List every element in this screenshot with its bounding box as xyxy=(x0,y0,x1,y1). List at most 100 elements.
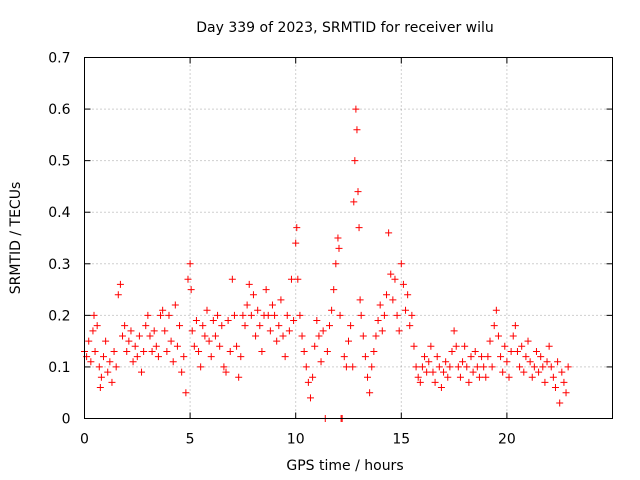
data-point xyxy=(184,275,192,283)
data-point xyxy=(395,327,403,335)
data-point xyxy=(161,327,169,335)
data-point xyxy=(537,353,545,361)
data-point xyxy=(119,332,127,340)
data-point xyxy=(562,389,570,397)
data-point xyxy=(408,311,416,319)
data-point xyxy=(91,347,99,355)
data-point xyxy=(402,306,410,314)
data-point xyxy=(372,332,380,340)
data-point xyxy=(412,363,420,371)
data-point xyxy=(564,363,572,371)
data-point xyxy=(211,332,219,340)
y-tick-label: 0.7 xyxy=(48,51,70,67)
data-point xyxy=(452,342,460,350)
data-point xyxy=(330,286,338,294)
data-point xyxy=(518,342,526,350)
data-point xyxy=(245,280,253,288)
data-point xyxy=(416,378,424,386)
y-tick-label: 0.6 xyxy=(48,102,70,118)
data-point xyxy=(480,363,488,371)
data-point xyxy=(243,301,251,309)
data-point xyxy=(142,322,150,330)
data-point xyxy=(121,322,129,330)
data-point xyxy=(526,358,534,366)
data-point xyxy=(554,358,562,366)
data-point xyxy=(283,311,291,319)
data-point xyxy=(178,368,186,376)
data-point xyxy=(237,353,245,361)
data-point xyxy=(315,332,323,340)
data-point xyxy=(268,301,276,309)
data-point xyxy=(304,378,312,386)
data-point xyxy=(197,363,205,371)
data-point xyxy=(169,358,177,366)
data-point xyxy=(319,327,327,335)
data-point xyxy=(442,358,450,366)
data-point xyxy=(347,322,355,330)
data-point xyxy=(271,311,279,319)
data-point xyxy=(127,327,135,335)
y-tick-label: 0.4 xyxy=(48,205,70,221)
data-point xyxy=(309,373,317,381)
data-point xyxy=(104,368,112,376)
x-tick-labels: 0 5 10 15 20 xyxy=(80,432,516,448)
data-point xyxy=(520,368,528,376)
data-point xyxy=(323,347,331,355)
data-point xyxy=(165,311,173,319)
data-point xyxy=(306,394,314,402)
data-point xyxy=(399,280,407,288)
data-point xyxy=(556,399,564,407)
data-point xyxy=(328,306,336,314)
x-tick-label: 5 xyxy=(186,432,195,448)
y-tick-label: 0.5 xyxy=(48,154,70,170)
data-point xyxy=(505,373,513,381)
data-point xyxy=(397,260,405,268)
data-point xyxy=(461,342,469,350)
data-point xyxy=(497,353,505,361)
data-point xyxy=(501,342,509,350)
data-point xyxy=(146,332,154,340)
data-point xyxy=(296,311,304,319)
data-point xyxy=(199,322,207,330)
data-point xyxy=(152,342,160,350)
data-point xyxy=(116,280,124,288)
data-point xyxy=(431,378,439,386)
data-point xyxy=(252,332,260,340)
data-point xyxy=(138,368,146,376)
data-point xyxy=(389,296,397,304)
data-point xyxy=(450,327,458,335)
data-point xyxy=(352,105,360,113)
data-point xyxy=(300,347,308,355)
data-point xyxy=(290,317,298,325)
data-point xyxy=(287,275,295,283)
data-point xyxy=(176,322,184,330)
data-point xyxy=(539,363,547,371)
data-point xyxy=(325,322,333,330)
data-point xyxy=(334,234,342,242)
data-point xyxy=(140,347,148,355)
data-point xyxy=(239,311,247,319)
data-point xyxy=(209,317,217,325)
data-point xyxy=(89,327,97,335)
data-point xyxy=(205,337,213,345)
data-point xyxy=(241,322,249,330)
data-point xyxy=(87,358,95,366)
x-tick-label: 10 xyxy=(287,432,305,448)
data-point xyxy=(492,306,500,314)
data-point xyxy=(90,311,98,319)
x-tick-label: 20 xyxy=(498,432,516,448)
data-point xyxy=(370,347,378,355)
data-point xyxy=(374,317,382,325)
data-point xyxy=(456,373,464,381)
data-point xyxy=(222,368,230,376)
data-point xyxy=(233,342,241,350)
data-point xyxy=(144,311,152,319)
data-point xyxy=(207,353,215,361)
data-point xyxy=(332,260,340,268)
data-point xyxy=(262,286,270,294)
data-point xyxy=(463,363,471,371)
data-point xyxy=(186,260,194,268)
data-point xyxy=(383,291,391,299)
data-point xyxy=(541,378,549,386)
